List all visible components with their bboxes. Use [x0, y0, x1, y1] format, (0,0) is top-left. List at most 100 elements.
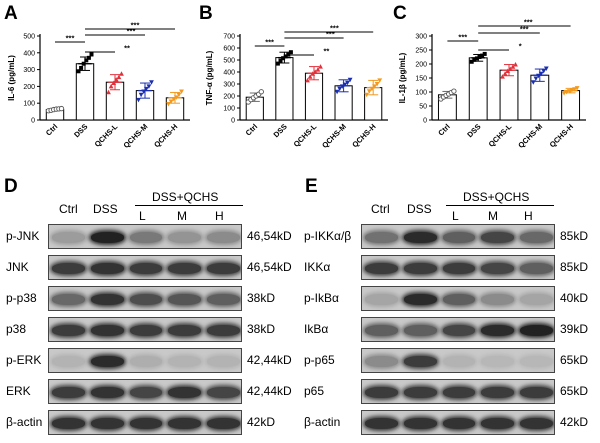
blot-band [481, 418, 515, 429]
data-point [533, 76, 539, 82]
blot-band [90, 232, 124, 243]
y-tick-label: 200 [23, 84, 35, 91]
blot-band [365, 232, 398, 243]
blot-band [442, 356, 476, 367]
molecular-weight-label: 46,54kD [247, 229, 292, 243]
data-point [469, 59, 474, 64]
data-point [364, 92, 370, 98]
data-point [536, 73, 541, 79]
x-tick-label: QCHS-L [292, 122, 319, 149]
x-tick-label: Ctrl [244, 122, 260, 138]
data-point [79, 65, 84, 70]
significance-label: *** [131, 21, 140, 30]
blot-band [52, 356, 85, 367]
western-blot-d: Ctrl DSS DSS+QCHS L M H p-JNK 46,54kD JNK 4… [0, 175, 300, 443]
data-point [502, 71, 508, 76]
data-point [281, 56, 286, 61]
protein-label: β-actin [304, 415, 341, 429]
molecular-weight-label: 38kD [247, 322, 276, 336]
blot-band [442, 418, 476, 429]
significance-label: *** [66, 34, 75, 43]
data-point [369, 86, 375, 92]
data-point [334, 89, 340, 95]
protein-label: p-p38 [6, 291, 37, 305]
blot-band [129, 325, 163, 336]
significance-label: *** [458, 33, 467, 42]
data-point [472, 57, 477, 62]
blot-band [129, 294, 163, 305]
protein-label: p-ERK [6, 353, 42, 367]
bar [468, 57, 488, 121]
data-point [113, 77, 119, 82]
y-axis-label: IL-6 (pg/mL) [7, 55, 16, 101]
blot-band [52, 294, 85, 305]
data-point [510, 64, 516, 69]
protein-label: p65 [304, 384, 325, 398]
data-point [283, 54, 288, 59]
molecular-weight-label: 42kD [247, 415, 276, 429]
data-point [166, 102, 171, 107]
data-point [374, 82, 380, 87]
blot-band [52, 387, 85, 398]
y-tick-label: 100 [23, 101, 35, 108]
group-label: DSS+QCHS [152, 190, 219, 204]
data-point [138, 92, 144, 98]
data-point [377, 78, 383, 83]
blot-band [520, 325, 553, 336]
blot-band [403, 232, 437, 243]
blot-strip [48, 379, 242, 404]
molecular-weight-label: 42,44kD [247, 353, 292, 367]
x-tick-label: QCHS-H [152, 122, 179, 149]
y-tick-label: 0 [231, 118, 235, 125]
protein-label: p38 [6, 322, 27, 336]
x-tick-label: QCHS-M [122, 122, 150, 150]
x-tick-label: QCHS-L [487, 122, 514, 149]
blot-band [168, 356, 202, 367]
blot-strip [361, 224, 555, 249]
y-tick-label: 500 [23, 34, 35, 41]
lane-label-m: M [177, 209, 187, 223]
blot-band [403, 387, 437, 398]
y-tick-label: 150 [415, 76, 427, 83]
significance-label: *** [330, 24, 339, 33]
data-point [275, 61, 280, 66]
blot-band [207, 232, 240, 243]
blot-band [129, 418, 163, 429]
significance-label: ** [124, 44, 130, 53]
data-point [84, 58, 89, 63]
data-point [173, 95, 179, 100]
y-tick-label: 400 [223, 70, 235, 77]
chart-tnfa: 0 100 200 300 400 500 600 700 TNF-α (pg/mL) Ctrl D… [205, 24, 388, 150]
data-point [258, 89, 264, 95]
protein-label: JNK [6, 260, 29, 274]
blot-band [129, 263, 163, 274]
blot-band [442, 387, 476, 398]
data-point [119, 71, 124, 76]
data-point [141, 89, 147, 94]
blot-band [481, 325, 515, 336]
blot-band [90, 294, 124, 305]
data-point [342, 82, 348, 88]
blot-band [403, 418, 437, 429]
y-tick-label: 300 [223, 82, 235, 89]
x-tick-label: DSS [72, 122, 89, 139]
blot-band [520, 263, 553, 274]
data-point [474, 56, 479, 61]
blot-band [520, 418, 553, 429]
blot-band [207, 325, 240, 336]
x-tick-label: QCHS-L [93, 122, 120, 149]
blot-band [207, 356, 240, 367]
molecular-weight-label: 46,54kD [247, 260, 292, 274]
lane-label-l: L [452, 209, 459, 223]
blot-band [442, 263, 476, 274]
blot-band [207, 263, 240, 274]
data-point [543, 66, 549, 71]
data-point [312, 69, 318, 74]
lane-label-dss: DSS [407, 202, 432, 216]
data-point [179, 89, 184, 94]
lane-label-m: M [488, 209, 498, 223]
blot-strip [361, 317, 555, 342]
molecular-weight-label: 38kD [247, 291, 276, 305]
data-point [339, 84, 345, 89]
